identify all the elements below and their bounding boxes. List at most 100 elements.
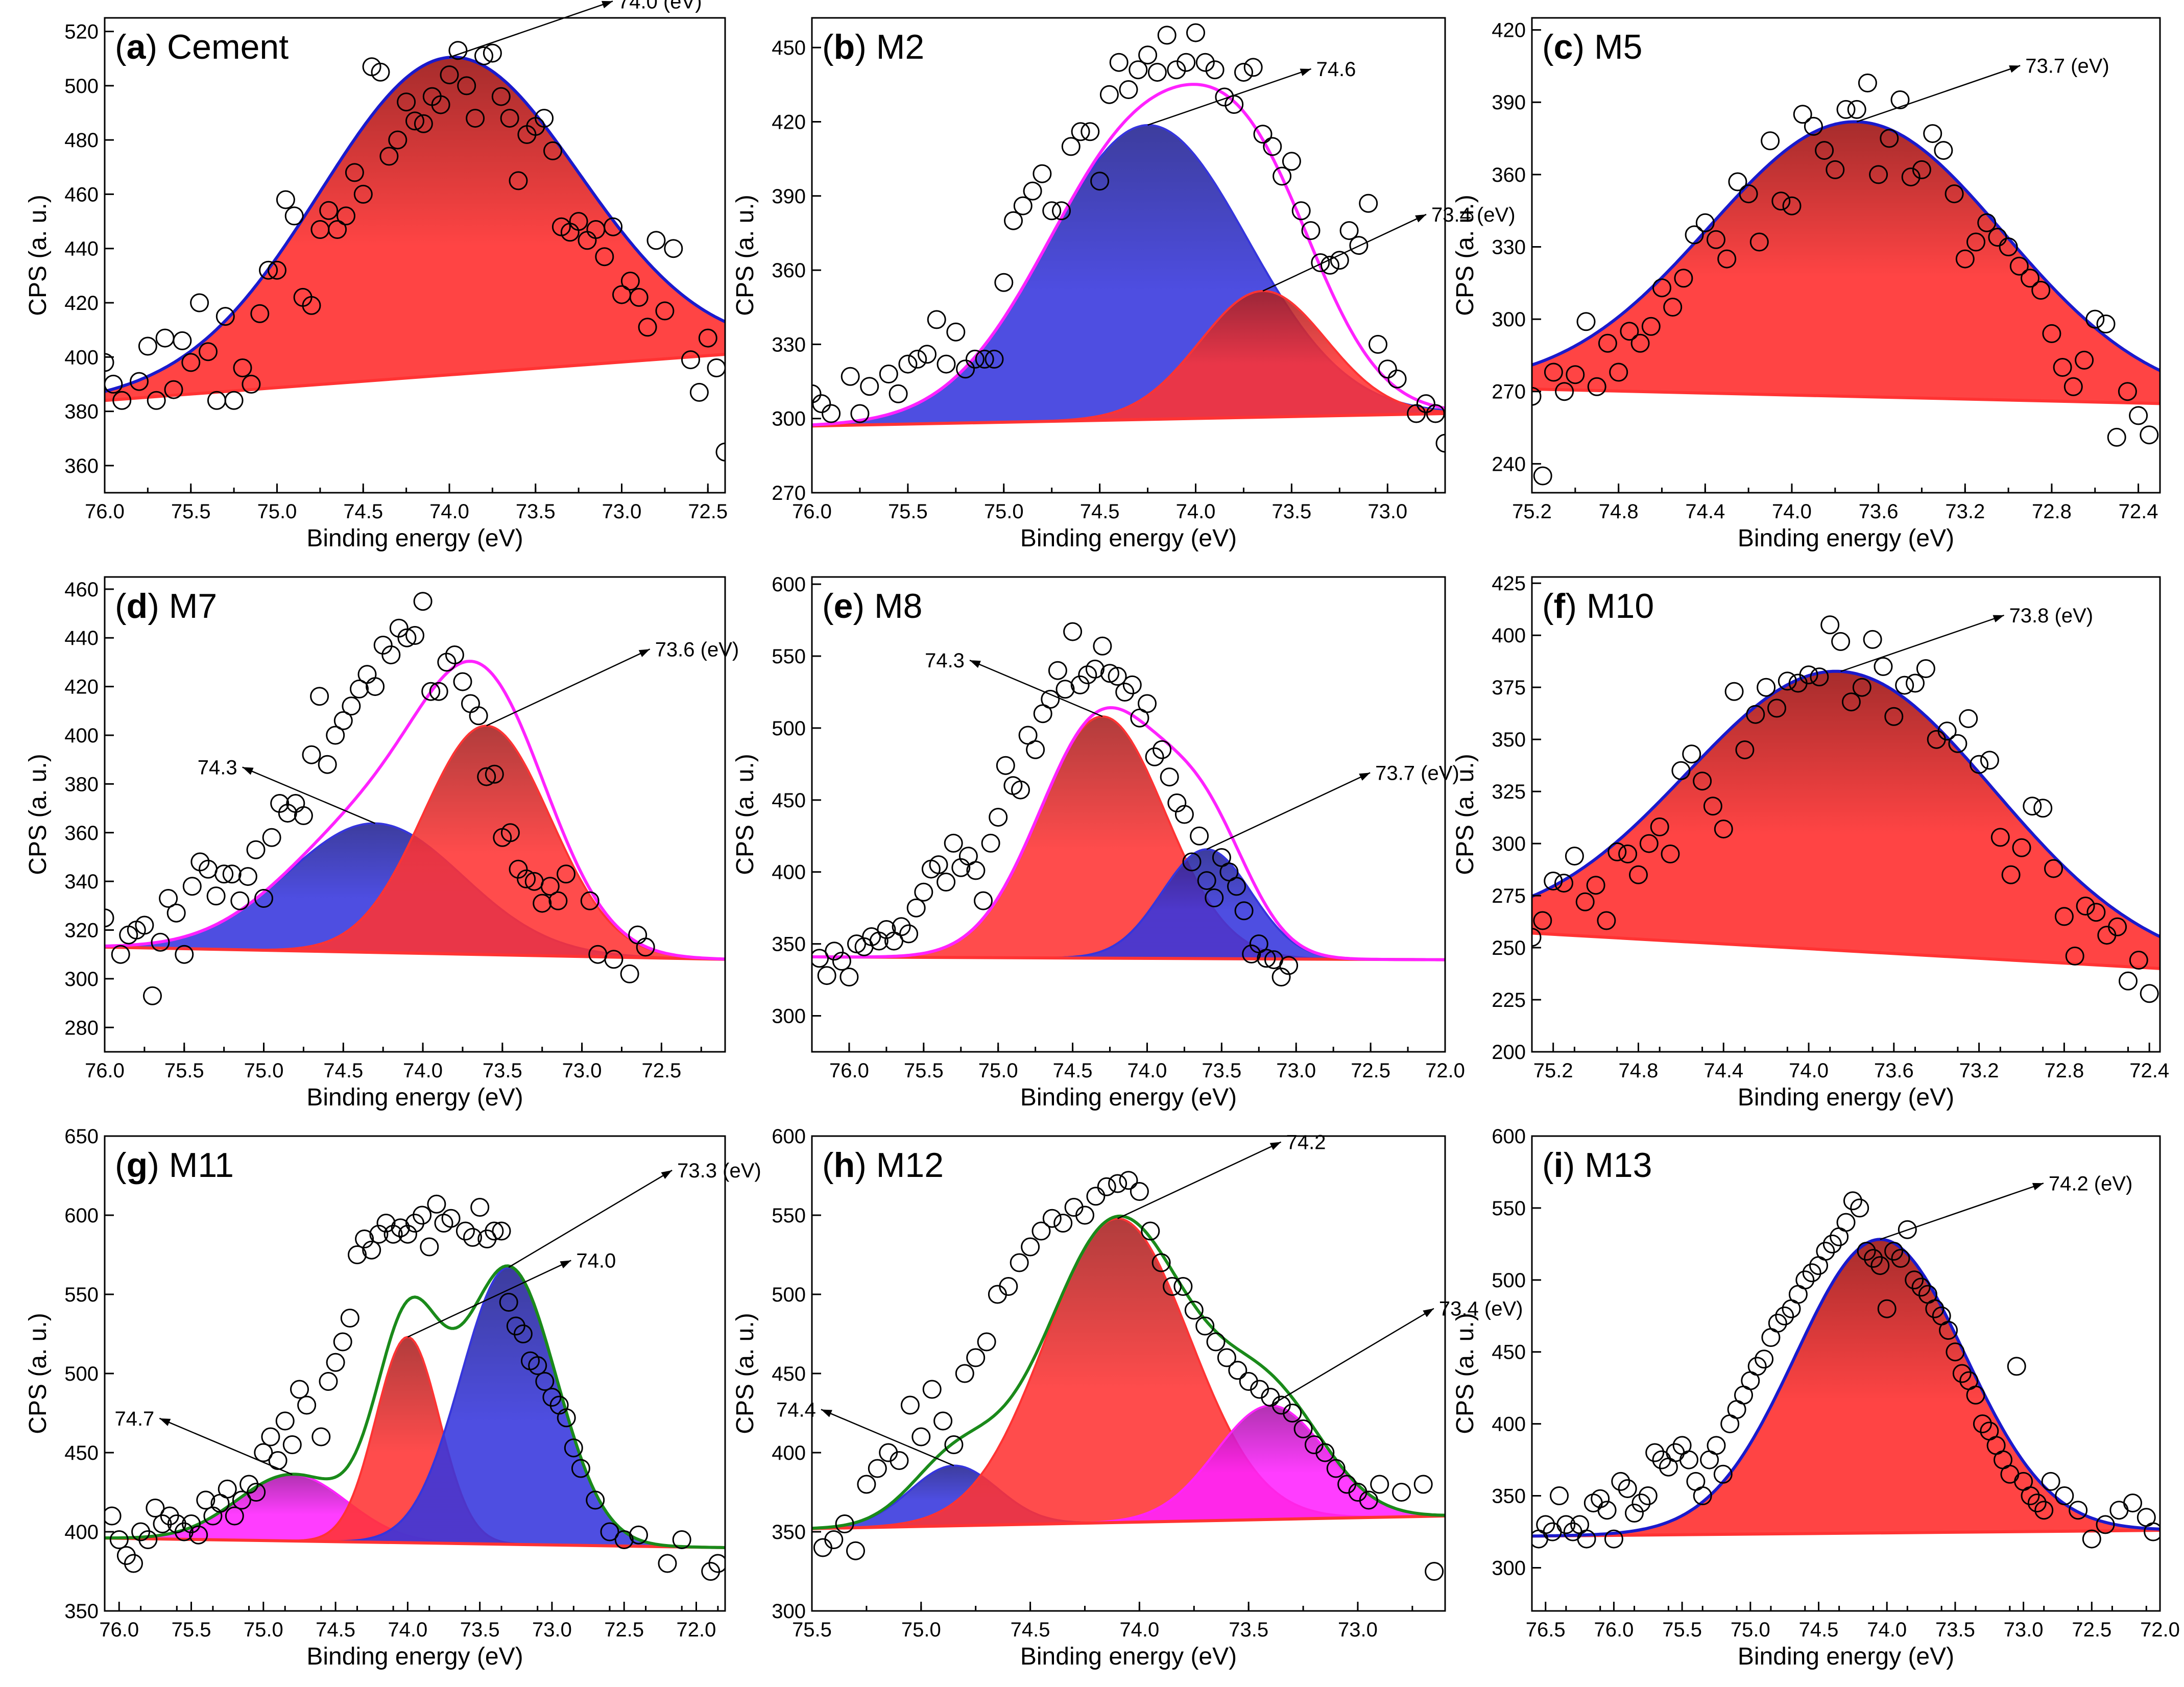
data-point: [218, 1479, 237, 1499]
x-tick-label: 72.8: [2032, 500, 2072, 523]
panel-title-open: (: [115, 587, 127, 625]
data-point: [224, 391, 244, 410]
peak-label: 74.0: [576, 1249, 616, 1272]
data-point: [966, 1348, 986, 1367]
panels: 76.0 75.5 75.0 74.5 74.0 73.5 73.0 72.5 360 380 40…: [25, 0, 2180, 1670]
x-tick-label: 73.0: [562, 1059, 602, 1082]
data-point: [189, 1525, 208, 1545]
data-point: [1119, 80, 1138, 99]
data-point: [989, 808, 1008, 827]
data-point: [1717, 249, 1737, 269]
data-point: [672, 1530, 691, 1549]
data-point: [297, 1395, 317, 1415]
data-point: [812, 949, 829, 968]
data-point: [1279, 956, 1299, 975]
peak-label: 73.8 (eV): [2009, 605, 2094, 627]
data-point: [543, 141, 562, 160]
panel-letter: f: [1554, 587, 1566, 625]
x-axis-label: Binding energy (eV): [1738, 1643, 1954, 1670]
plot-frame: [1531, 576, 2161, 1053]
x-axis-label: Binding energy (eV): [306, 525, 523, 552]
y-tick-label: 330: [772, 333, 806, 356]
y-tick-label: 400: [64, 725, 99, 747]
data-point: [812, 394, 831, 414]
y-tick-label: 300: [1492, 1557, 1526, 1579]
data-point: [636, 937, 655, 957]
data-point: [405, 111, 424, 131]
data-point: [1901, 167, 1921, 187]
data-point: [956, 359, 975, 379]
x-tick-label: 73.0: [1276, 1059, 1316, 1082]
data-point: [453, 672, 472, 691]
data-point: [860, 377, 879, 396]
x-tick-label: 75.5: [172, 1619, 211, 1641]
data-point: [1081, 122, 1100, 141]
data-point: [319, 1372, 338, 1391]
data-point: [927, 310, 946, 329]
data-point: [937, 873, 956, 891]
peak-arrow-line: [1262, 213, 1427, 292]
data-point: [1321, 255, 1339, 275]
data-point: [812, 384, 822, 403]
data-point: [1739, 184, 1758, 204]
y-tick-label: 400: [772, 861, 806, 884]
y-tick-label: 350: [772, 933, 806, 956]
data-point: [206, 886, 226, 906]
panel-h: 75.5 75.0 74.5 74.0 73.5 73.0 300 350 400 450 500 5…: [732, 1125, 1523, 1670]
data-point: [1090, 172, 1110, 191]
data-point: [362, 1240, 381, 1260]
peak-label: 74.4: [776, 1399, 816, 1421]
data-point: [2041, 1472, 2060, 1491]
panel-title-name: M12: [876, 1146, 944, 1185]
data-point: [604, 950, 623, 969]
data-point: [326, 1353, 345, 1372]
x-tick-label: 74.5: [1053, 1059, 1093, 1082]
data-point: [1555, 382, 1574, 401]
y-axis-label: CPS (a. u.): [1452, 1313, 1479, 1434]
peak-arrow-line: [486, 648, 651, 727]
data-point: [261, 1427, 280, 1447]
data-point: [1663, 298, 1683, 317]
data-point: [1707, 1436, 1726, 1455]
data-point: [135, 915, 154, 935]
plot-area-i: [1532, 1191, 2160, 1549]
data-point: [1618, 845, 1638, 863]
data-point: [1339, 221, 1359, 240]
data-point: [832, 952, 851, 971]
data-point: [1099, 85, 1119, 104]
x-axis-label: Binding energy (eV): [306, 1084, 523, 1111]
data-point: [1041, 690, 1060, 709]
data-point: [345, 163, 364, 182]
y-tick-label: 440: [64, 627, 99, 649]
y-tick-label: 550: [772, 645, 806, 668]
data-point: [105, 908, 114, 928]
data-point: [1864, 1249, 1883, 1268]
panel-letter: b: [834, 28, 855, 66]
data-point: [1263, 137, 1282, 156]
panel-title-name: M8: [874, 587, 922, 625]
y-tick-label: 325: [1492, 781, 1526, 803]
data-point: [2033, 799, 2053, 818]
data-point: [2129, 951, 2148, 970]
data-point: [147, 391, 166, 410]
plot-area-g: [105, 1194, 725, 1581]
data-point: [318, 755, 337, 774]
data-point: [1679, 1450, 1698, 1469]
data-point: [1053, 1214, 1073, 1233]
data-point: [1939, 1321, 1958, 1340]
x-axis-label: Binding energy (eV): [1738, 525, 1954, 552]
data-point: [500, 823, 520, 842]
data-point: [1650, 817, 1669, 836]
x-tick-label: 75.5: [792, 1619, 832, 1641]
data-point: [1544, 872, 1563, 890]
plot-frame: [104, 576, 726, 1053]
data-point: [2119, 971, 2138, 991]
data-point: [254, 889, 273, 908]
y-tick-label: 420: [772, 111, 806, 133]
panel-title: (e) M8: [822, 587, 923, 625]
panel-title: (i) M13: [1542, 1146, 1652, 1185]
data-point: [441, 1209, 461, 1228]
data-point: [328, 220, 347, 239]
peak-label: 74.7: [114, 1408, 154, 1430]
